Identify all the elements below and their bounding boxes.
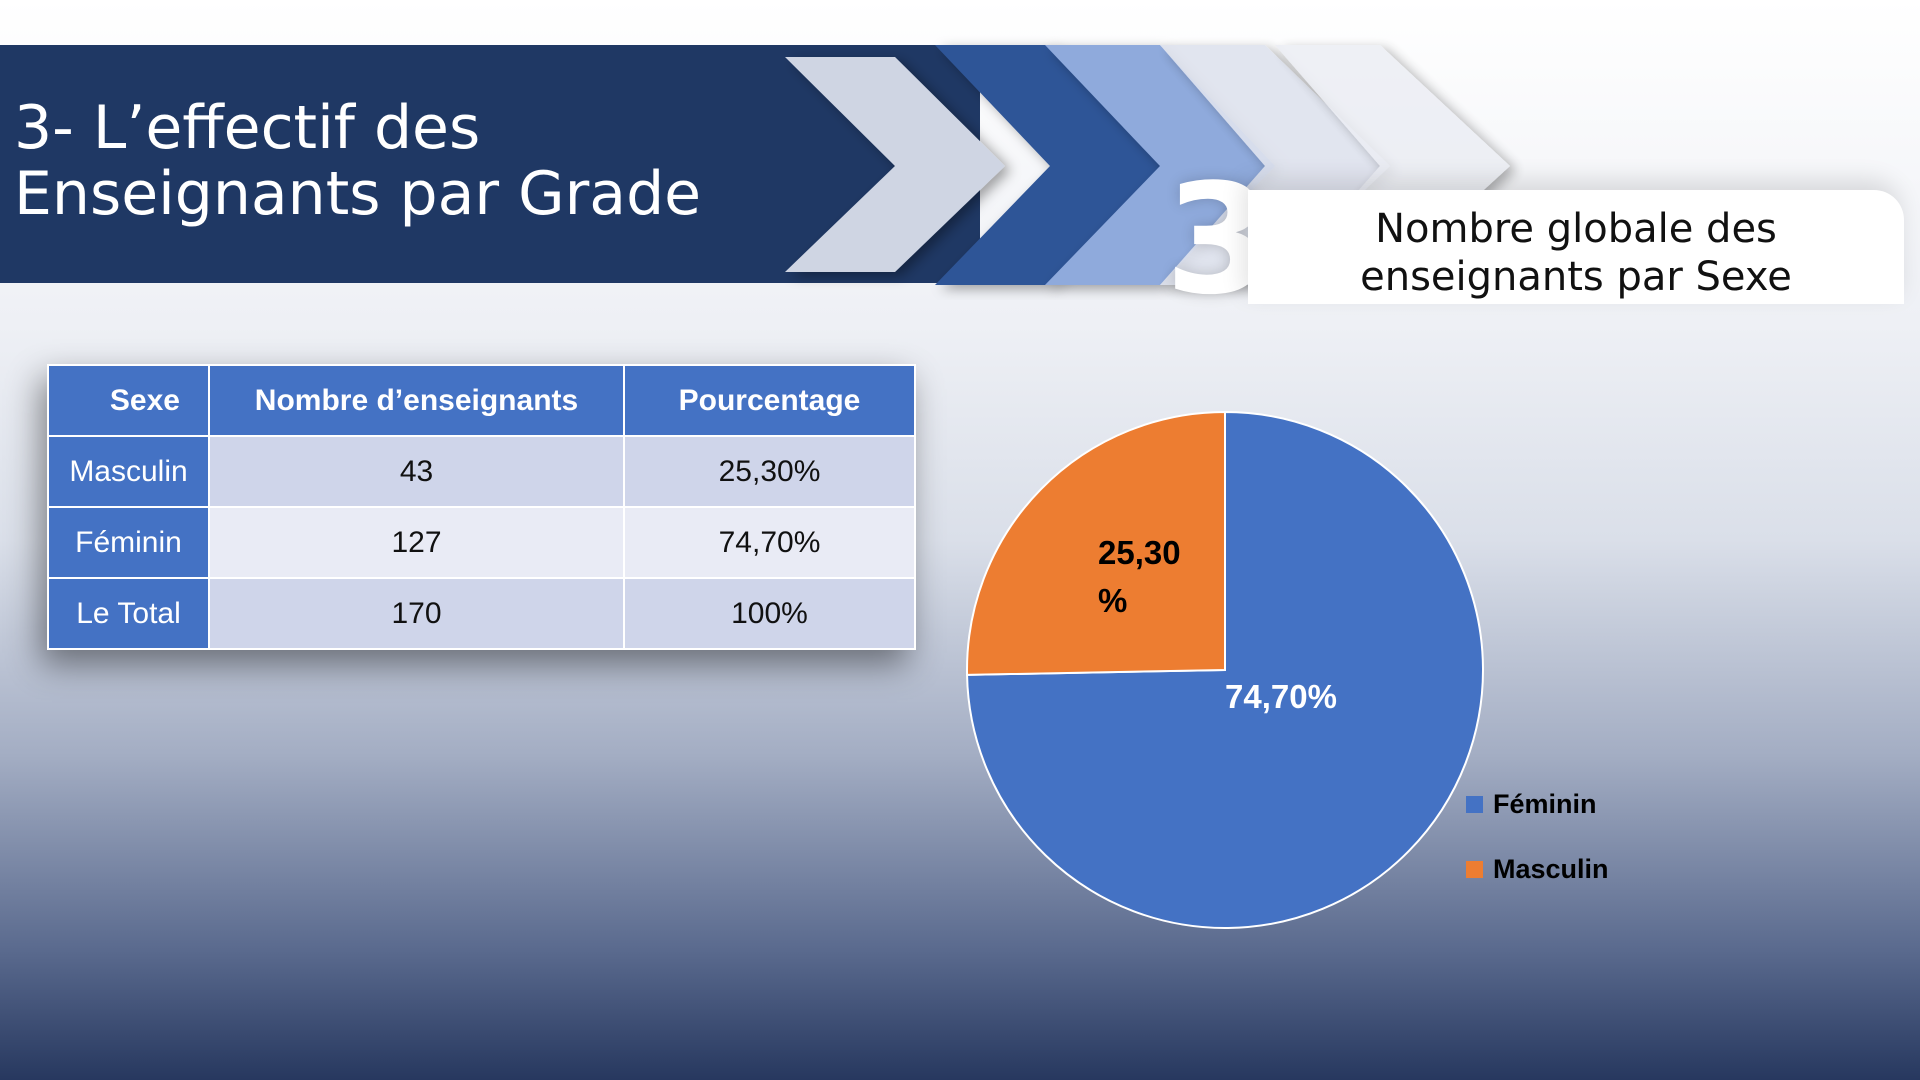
chevron-4 bbox=[1160, 45, 1390, 285]
pie-label-masculin-line: 25,30 bbox=[1098, 534, 1181, 571]
chevron-1 bbox=[785, 57, 1005, 272]
chart-legend: Féminin Masculin bbox=[1466, 788, 1609, 918]
table-row: Masculin 43 25,30% bbox=[47, 435, 916, 508]
pie-slice-masculin bbox=[966, 410, 1226, 676]
cell-count: 170 bbox=[208, 577, 625, 650]
table-row: Le Total 170 100% bbox=[47, 577, 916, 650]
teachers-by-sex-table: Sexe Nombre d’enseignants Pourcentage Ma… bbox=[47, 364, 916, 650]
slide-title: 3- L’effectif des Enseignants par Grade bbox=[14, 93, 702, 229]
legend-item-masculin: Masculin bbox=[1466, 853, 1609, 885]
cell-percent: 25,30% bbox=[623, 435, 916, 508]
header-pourcentage: Pourcentage bbox=[623, 364, 916, 437]
cell-count: 43 bbox=[208, 435, 625, 508]
chevron-arrows-decoration bbox=[785, 45, 1510, 285]
pie-slice-feminin bbox=[966, 410, 1484, 929]
table-header-row: Sexe Nombre d’enseignants Pourcentage bbox=[47, 364, 916, 437]
legend-swatch-masculin bbox=[1466, 860, 1483, 878]
subtitle-text: Nombre globale des enseignants par Sexe bbox=[1360, 206, 1792, 300]
header-sexe: Sexe bbox=[47, 364, 210, 437]
row-label-total: Le Total bbox=[47, 577, 210, 650]
pie-label-masculin: 25,30% bbox=[1098, 534, 1181, 619]
legend-label-feminin: Féminin bbox=[1493, 788, 1597, 819]
header-nombre: Nombre d’enseignants bbox=[208, 364, 625, 437]
legend-swatch-feminin bbox=[1466, 795, 1483, 813]
row-label-masculin: Masculin bbox=[47, 435, 210, 508]
table-row: Féminin 127 74,70% bbox=[47, 506, 916, 579]
legend-item-feminin: Féminin bbox=[1466, 788, 1609, 820]
pie-chart: 74,70% 25,30% bbox=[966, 410, 1484, 929]
cell-count: 127 bbox=[208, 506, 625, 579]
cell-percent: 74,70% bbox=[623, 506, 916, 579]
row-label-feminin: Féminin bbox=[47, 506, 210, 579]
pie-label-feminin: 74,70% bbox=[1225, 678, 1337, 715]
legend-label-masculin: Masculin bbox=[1493, 853, 1609, 884]
cell-percent: 100% bbox=[623, 577, 916, 650]
pie-label-masculin-line: % bbox=[1098, 582, 1127, 619]
subtitle-box: Nombre globale des enseignants par Sexe bbox=[1248, 190, 1904, 304]
